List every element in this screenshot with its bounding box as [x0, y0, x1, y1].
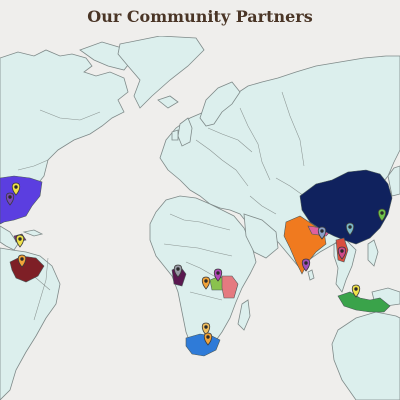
country-united-states[interactable] — [0, 175, 43, 225]
land-sri-lanka — [307, 269, 315, 281]
world-map-svg[interactable] — [0, 36, 400, 400]
country-kenya[interactable] — [221, 275, 239, 299]
land-philippines — [367, 239, 379, 267]
land-iceland — [157, 95, 179, 109]
map-marker-pin[interactable] — [17, 254, 27, 268]
land-madagascar — [237, 299, 251, 331]
map-marker-pin[interactable] — [351, 284, 361, 298]
map-marker-pin[interactable] — [201, 276, 211, 290]
land-arabia — [243, 213, 279, 259]
land-scandinavia — [199, 81, 241, 127]
map-marker-pin[interactable] — [317, 226, 327, 240]
land-ireland — [171, 129, 179, 141]
land-caribbean — [22, 229, 44, 237]
map-marker-pin[interactable] — [173, 264, 183, 278]
map-marker-pin[interactable] — [203, 332, 213, 346]
partner-markers — [5, 182, 387, 346]
map-marker-pin[interactable] — [345, 222, 355, 236]
land-greenland — [117, 36, 205, 109]
land-japan — [387, 165, 400, 197]
world-map[interactable] — [0, 36, 400, 400]
map-marker-pin[interactable] — [5, 192, 15, 206]
map-marker-pin[interactable] — [201, 322, 211, 336]
map-marker-pin[interactable] — [15, 234, 25, 248]
map-marker-pin[interactable] — [11, 182, 21, 196]
map-marker-pin[interactable] — [377, 208, 387, 222]
map-marker-pin[interactable] — [301, 258, 311, 272]
page-title: Our Community Partners — [0, 0, 400, 32]
partner-countries — [0, 169, 393, 357]
country-venezuela[interactable] — [9, 255, 45, 283]
map-marker-pin[interactable] — [213, 268, 223, 282]
map-marker-pin[interactable] — [337, 246, 347, 260]
land-australia — [331, 311, 400, 400]
land-africa — [149, 195, 257, 355]
